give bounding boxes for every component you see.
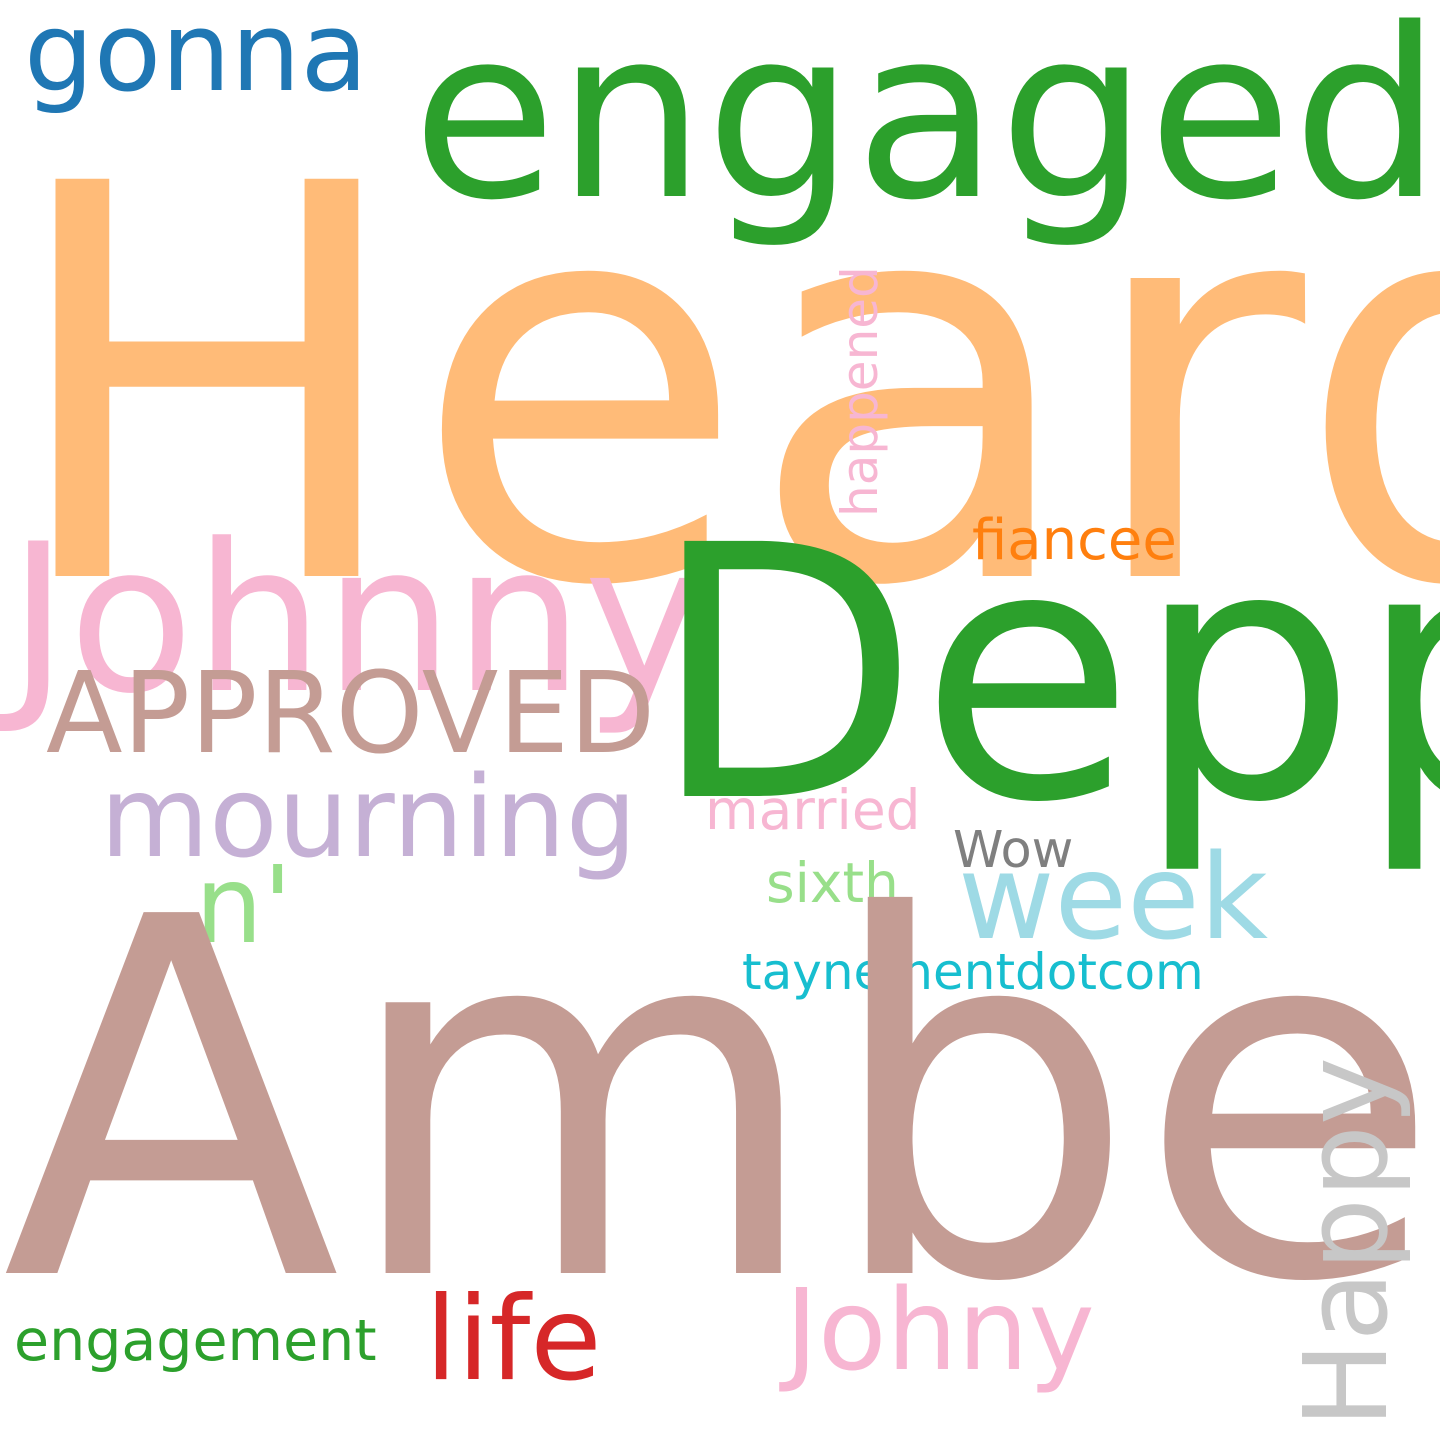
word-week: week — [958, 828, 1269, 966]
word-fiancee: fiancee — [972, 508, 1177, 573]
word-married: married — [705, 778, 921, 842]
word-johny: Johny — [785, 1266, 1095, 1396]
word-n-apostrophe: n' — [195, 844, 293, 968]
word-amber: Amber — [2, 814, 1440, 1390]
word-heard: Heard — [2, 70, 1440, 705]
word-engaged: engaged — [412, 0, 1440, 252]
word-wow: Wow — [953, 821, 1074, 880]
word-sixth: sixth — [766, 851, 899, 915]
word-gonna: gonna — [24, 0, 368, 116]
word-taynementdotcom: taynementdotcom — [742, 943, 1204, 1001]
word-mourning: mourning — [100, 753, 637, 883]
word-happy: Happy — [1280, 1057, 1414, 1428]
word-johnny: Johnny — [8, 501, 705, 739]
word-approved: APPROVED — [46, 649, 656, 779]
word-engagement: engagement — [14, 1308, 377, 1374]
word-life: life — [425, 1272, 602, 1407]
word-depp: Depp — [650, 471, 1440, 879]
